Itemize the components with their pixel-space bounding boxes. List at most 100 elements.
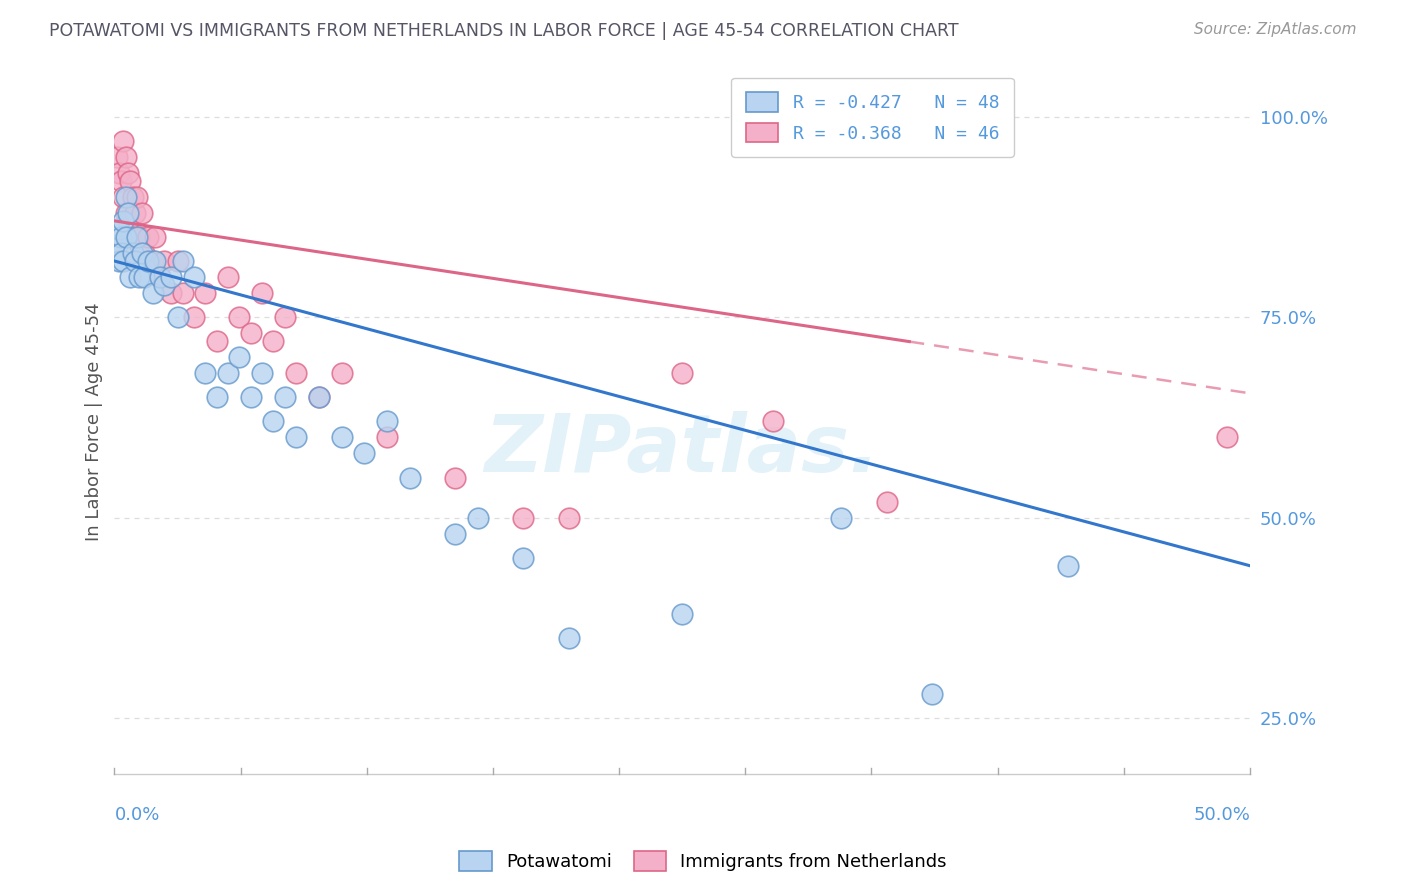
- Point: [128, 270, 150, 285]
- Point: [274, 390, 297, 404]
- Point: [131, 206, 153, 220]
- Point: [183, 310, 205, 325]
- Point: [114, 150, 136, 164]
- Point: [183, 270, 205, 285]
- Legend: R = -0.427   N = 48, R = -0.368   N = 46: R = -0.427 N = 48, R = -0.368 N = 46: [731, 78, 1014, 157]
- Point: [105, 238, 128, 252]
- Point: [149, 270, 172, 285]
- Point: [228, 350, 250, 364]
- Point: [671, 607, 693, 621]
- Text: 0.0%: 0.0%: [114, 806, 160, 824]
- Point: [143, 230, 166, 244]
- Point: [167, 254, 190, 268]
- Point: [114, 230, 136, 244]
- Point: [285, 366, 308, 380]
- Point: [142, 254, 165, 268]
- Point: [375, 430, 398, 444]
- Point: [149, 270, 172, 285]
- Point: [330, 366, 353, 380]
- Point: [138, 230, 160, 244]
- Point: [121, 230, 143, 244]
- Y-axis label: In Labor Force | Age 45-54: In Labor Force | Age 45-54: [86, 302, 103, 541]
- Text: ZIPatlas.: ZIPatlas.: [485, 410, 880, 489]
- Point: [142, 286, 165, 301]
- Text: Source: ZipAtlas.com: Source: ZipAtlas.com: [1194, 22, 1357, 37]
- Point: [138, 254, 160, 268]
- Point: [110, 174, 132, 188]
- Point: [398, 470, 420, 484]
- Point: [108, 166, 131, 180]
- Point: [444, 470, 467, 484]
- Point: [132, 246, 155, 260]
- Point: [120, 174, 142, 188]
- Point: [194, 286, 217, 301]
- Point: [1057, 558, 1080, 573]
- Point: [1216, 430, 1239, 444]
- Point: [239, 390, 262, 404]
- Point: [108, 254, 131, 268]
- Point: [830, 510, 852, 524]
- Point: [921, 687, 943, 701]
- Point: [112, 214, 135, 228]
- Point: [671, 366, 693, 380]
- Point: [172, 286, 194, 301]
- Point: [557, 510, 579, 524]
- Legend: Potawatomi, Immigrants from Netherlands: Potawatomi, Immigrants from Netherlands: [451, 844, 955, 879]
- Text: POTAWATOMI VS IMMIGRANTS FROM NETHERLANDS IN LABOR FORCE | AGE 45-54 CORRELATION: POTAWATOMI VS IMMIGRANTS FROM NETHERLAND…: [49, 22, 959, 40]
- Point: [194, 366, 217, 380]
- Point: [353, 446, 375, 460]
- Point: [557, 631, 579, 645]
- Point: [120, 270, 142, 285]
- Point: [512, 550, 534, 565]
- Point: [228, 310, 250, 325]
- Point: [308, 390, 330, 404]
- Point: [444, 526, 467, 541]
- Point: [128, 230, 150, 244]
- Point: [124, 206, 146, 220]
- Point: [205, 334, 228, 349]
- Point: [112, 134, 135, 148]
- Point: [274, 310, 297, 325]
- Point: [110, 230, 132, 244]
- Point: [114, 190, 136, 204]
- Point: [467, 510, 489, 524]
- Point: [127, 190, 149, 204]
- Point: [167, 310, 190, 325]
- Point: [121, 246, 143, 260]
- Point: [117, 214, 139, 228]
- Point: [205, 390, 228, 404]
- Point: [117, 206, 139, 220]
- Point: [117, 166, 139, 180]
- Point: [330, 430, 353, 444]
- Point: [160, 270, 183, 285]
- Point: [308, 390, 330, 404]
- Point: [121, 190, 143, 204]
- Point: [143, 254, 166, 268]
- Point: [110, 246, 132, 260]
- Point: [112, 254, 135, 268]
- Point: [153, 278, 176, 293]
- Point: [285, 430, 308, 444]
- Text: 50.0%: 50.0%: [1194, 806, 1250, 824]
- Point: [262, 334, 284, 349]
- Point: [217, 366, 239, 380]
- Point: [250, 366, 273, 380]
- Point: [262, 414, 284, 428]
- Point: [112, 190, 135, 204]
- Point: [250, 286, 273, 301]
- Point: [131, 246, 153, 260]
- Point: [217, 270, 239, 285]
- Point: [132, 270, 155, 285]
- Point: [239, 326, 262, 341]
- Point: [105, 150, 128, 164]
- Point: [876, 494, 898, 508]
- Point: [127, 230, 149, 244]
- Point: [108, 222, 131, 236]
- Point: [160, 286, 183, 301]
- Point: [512, 510, 534, 524]
- Point: [124, 254, 146, 268]
- Point: [375, 414, 398, 428]
- Point: [762, 414, 785, 428]
- Point: [172, 254, 194, 268]
- Point: [120, 230, 142, 244]
